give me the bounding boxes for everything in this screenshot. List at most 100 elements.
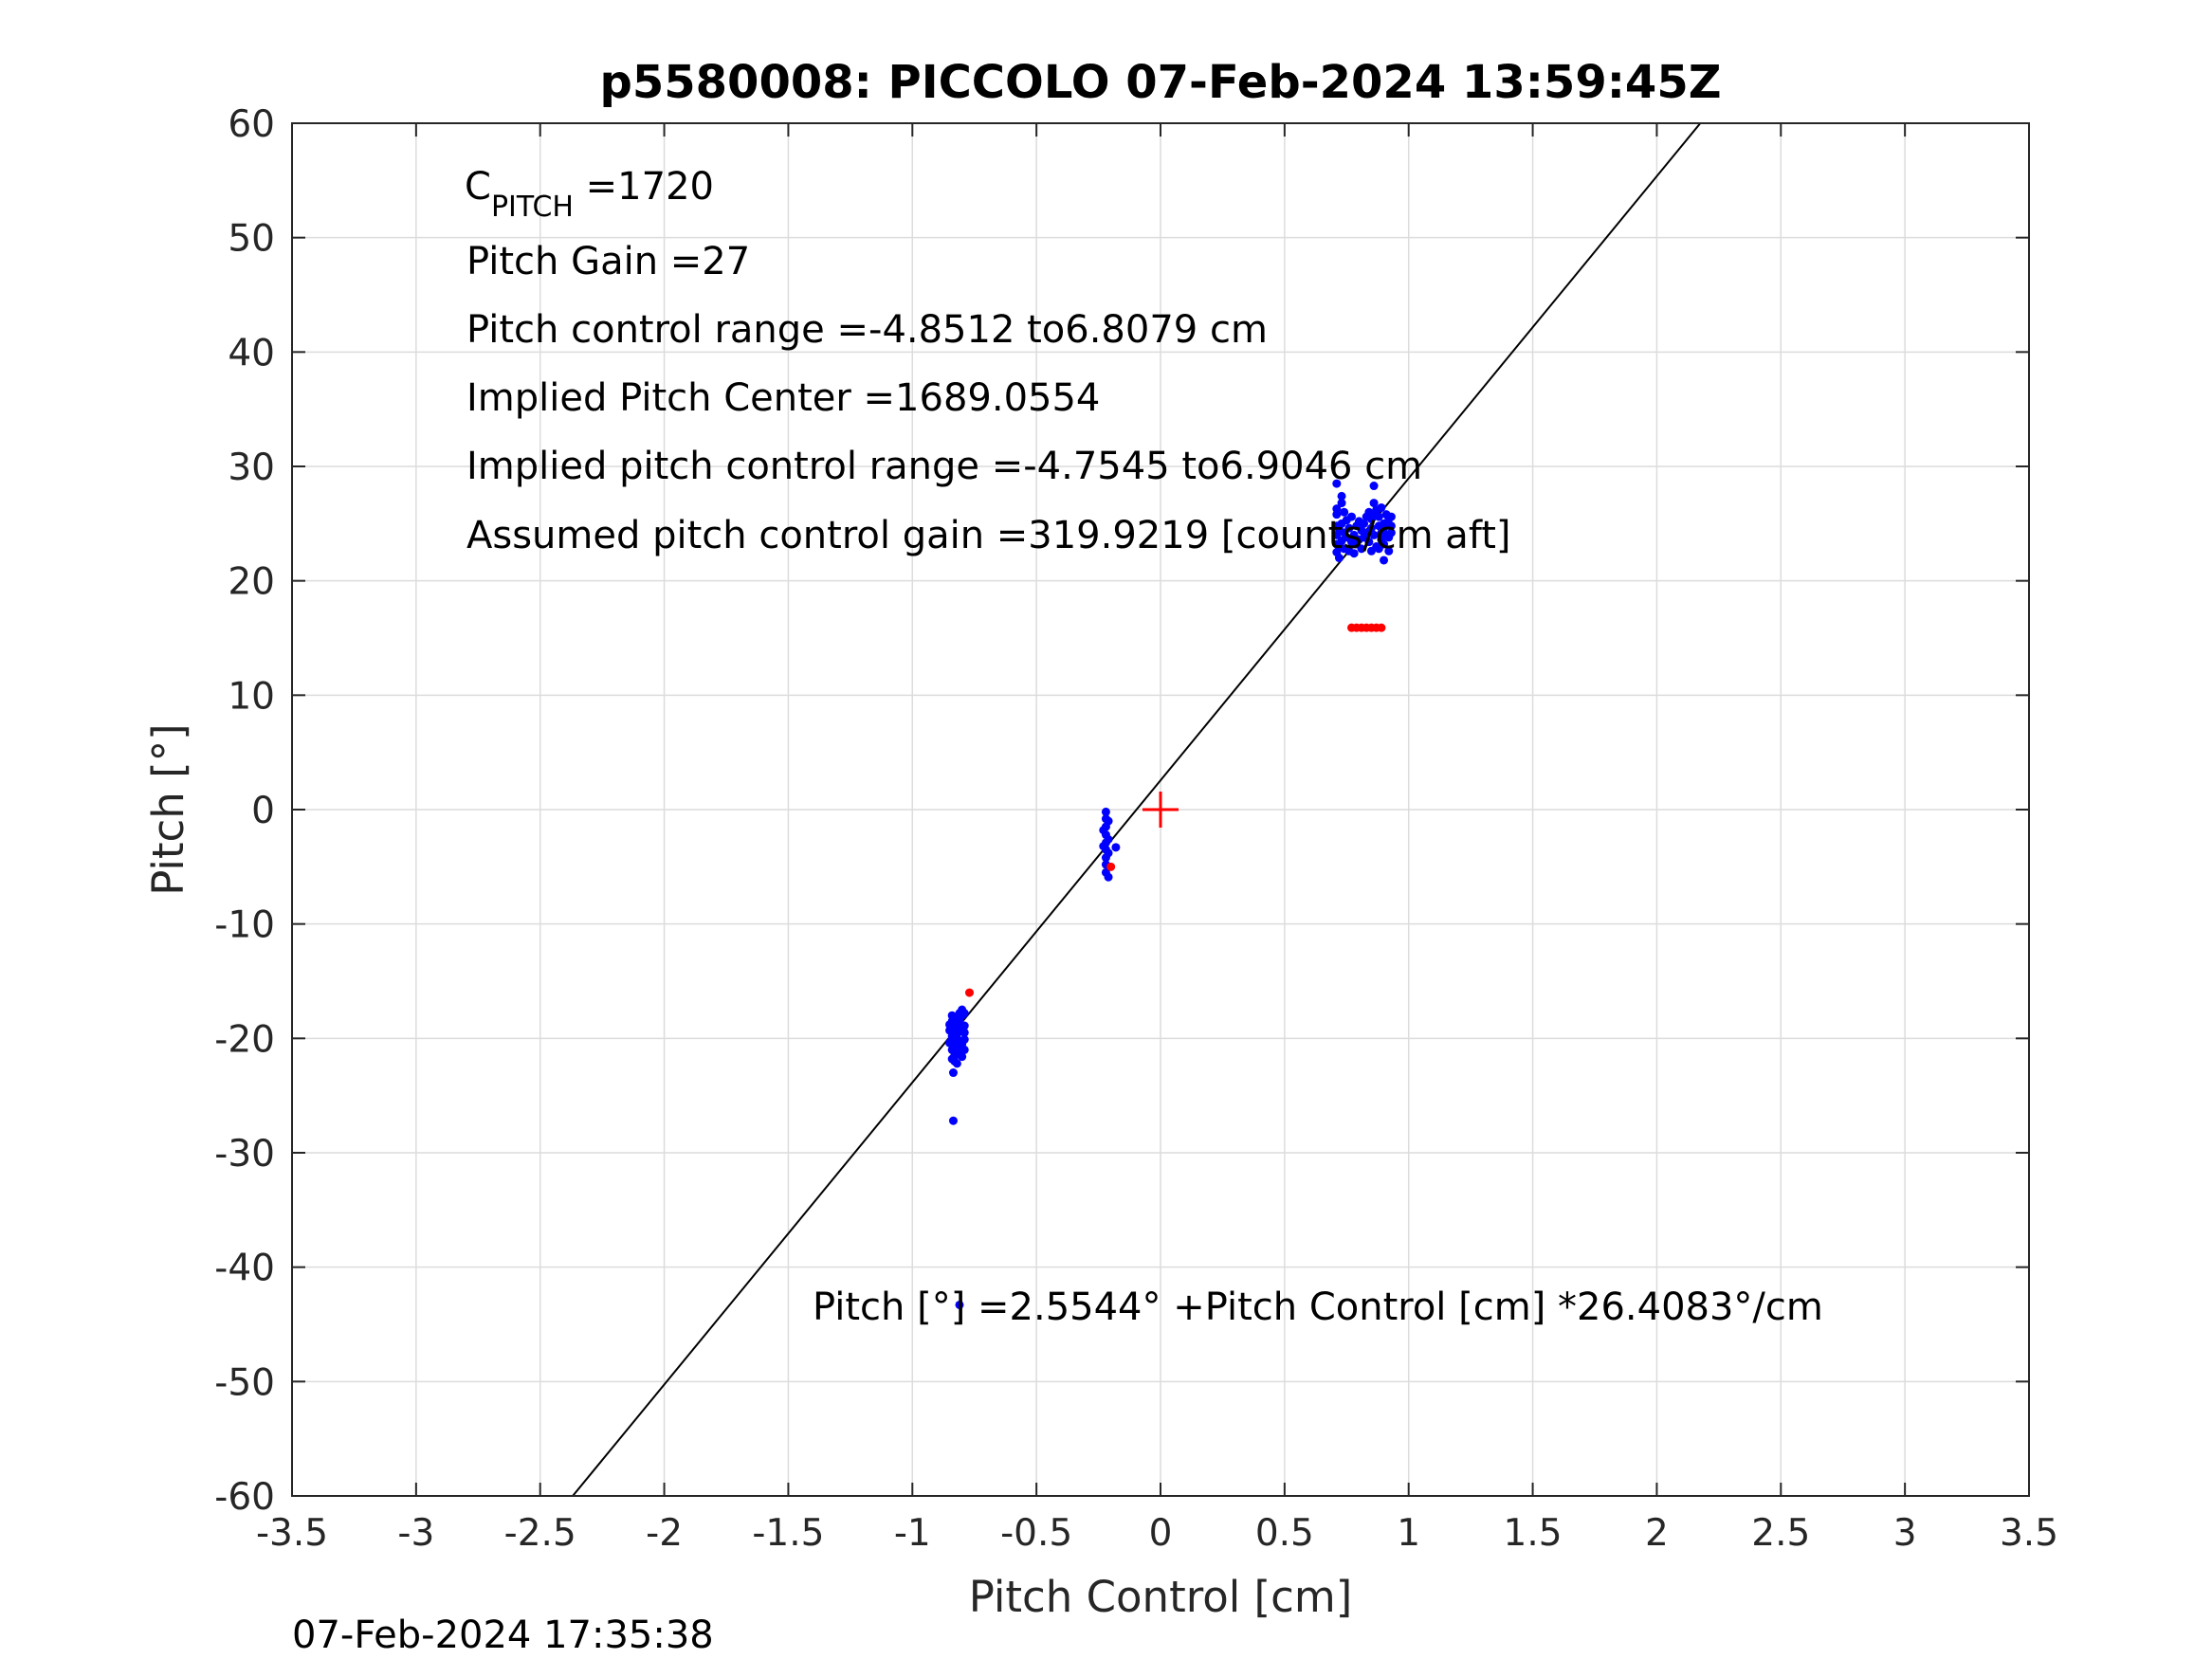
annotation-pitch-gain: Pitch Gain =27 bbox=[466, 240, 750, 283]
fit-line bbox=[572, 122, 1702, 1497]
good-point bbox=[1386, 512, 1396, 521]
good-point bbox=[1337, 499, 1346, 508]
good-point bbox=[1357, 544, 1366, 554]
good-point bbox=[1104, 872, 1113, 882]
x-tick-label: -1 bbox=[894, 1512, 931, 1555]
annotation-pitch-control-range: Pitch control range =-4.8512 to6.8079 cm bbox=[466, 308, 1268, 352]
good-point bbox=[1369, 530, 1379, 539]
good-point bbox=[1366, 523, 1376, 533]
good-point bbox=[1104, 848, 1113, 858]
grid bbox=[292, 123, 2029, 1496]
y-tick-label: -30 bbox=[214, 1133, 275, 1176]
good-point bbox=[960, 1009, 969, 1018]
good-point bbox=[1099, 826, 1108, 835]
x-tick-label: 2 bbox=[1645, 1512, 1669, 1555]
annotation-c-pitch-value: =1720 bbox=[574, 165, 714, 209]
good-point bbox=[1344, 523, 1354, 533]
x-tick-label: -0.5 bbox=[1000, 1512, 1072, 1555]
good-point bbox=[1334, 554, 1344, 563]
annotation-c-pitch-sub: PITCH bbox=[491, 191, 574, 224]
x-tick-label: 3.5 bbox=[2000, 1512, 2058, 1555]
good-point bbox=[1386, 528, 1396, 538]
good-point bbox=[1111, 843, 1121, 852]
good-point bbox=[1377, 502, 1386, 512]
center-marker-group bbox=[1143, 792, 1179, 828]
y-tick-label: 0 bbox=[251, 790, 275, 832]
annotation-c-pitch: CPITCH =1720 bbox=[465, 165, 714, 224]
plot-frame bbox=[291, 122, 2030, 1497]
x-tick-labels: -3.5 -3 -2.5 -2 -1.5 -1 -0.5 0 0.5 1 1.5 2 2.5 3 3.5 bbox=[256, 1512, 2058, 1555]
good-point bbox=[960, 1021, 969, 1030]
good-point bbox=[952, 1059, 961, 1068]
good-point bbox=[1104, 816, 1113, 826]
good-point bbox=[1104, 834, 1113, 844]
annotation-implied-pitch-center: Implied Pitch Center =1689.0554 bbox=[466, 376, 1100, 420]
good-point bbox=[960, 1028, 969, 1037]
good-point bbox=[1349, 549, 1359, 558]
y-tick-label: -10 bbox=[214, 904, 275, 947]
fit-line-group bbox=[572, 122, 1702, 1497]
x-tick-label: -2.5 bbox=[504, 1512, 576, 1555]
y-tick-label: 40 bbox=[228, 332, 275, 374]
y-tick-label: 30 bbox=[228, 447, 275, 489]
good-point bbox=[945, 1020, 955, 1030]
good-point bbox=[1337, 491, 1346, 501]
good-point bbox=[1332, 479, 1342, 488]
y-axis-label: Pitch [°] bbox=[143, 723, 193, 895]
annotation-assumed-gain: Assumed pitch control gain =319.9219 [co… bbox=[466, 514, 1510, 557]
y-tick-label: -60 bbox=[214, 1476, 275, 1519]
annotation-implied-pitch-control-range: Implied pitch control range =-4.7545 to6… bbox=[466, 445, 1422, 488]
good-point bbox=[1384, 546, 1394, 556]
good-point bbox=[1364, 538, 1374, 547]
x-tick-label: 0 bbox=[1149, 1512, 1173, 1555]
x-tick-label: 0.5 bbox=[1255, 1512, 1314, 1555]
bad-point bbox=[1106, 862, 1116, 871]
good-point bbox=[1340, 507, 1349, 517]
y-tick-label: 50 bbox=[228, 218, 275, 261]
x-tick-label: 2.5 bbox=[1751, 1512, 1810, 1555]
y-tick-label: 20 bbox=[228, 561, 275, 604]
y-tick-label: -20 bbox=[214, 1018, 275, 1061]
y-tick-labels: -60 -50 -40 -30 -20 -10 0 10 20 30 40 50 60 bbox=[214, 103, 275, 1519]
good-point bbox=[1360, 519, 1369, 528]
good-point bbox=[948, 1116, 958, 1125]
x-tick-label: -2 bbox=[646, 1512, 683, 1555]
good-point bbox=[1380, 556, 1389, 565]
good-point bbox=[1101, 807, 1110, 816]
good-point bbox=[1347, 512, 1357, 521]
annotation-fit-equation: Pitch [°] =2.5544° +Pitch Control [cm] *… bbox=[813, 1285, 1823, 1329]
data-points bbox=[945, 479, 1396, 1309]
good-point bbox=[1374, 512, 1383, 521]
bad-point bbox=[1377, 623, 1386, 632]
x-tick-label: 3 bbox=[1893, 1512, 1917, 1555]
x-tick-label: -3.5 bbox=[256, 1512, 328, 1555]
good-point bbox=[958, 1052, 967, 1062]
good-point bbox=[960, 1035, 969, 1045]
good-point bbox=[1369, 499, 1379, 508]
annotation-c-pitch-main: C bbox=[465, 165, 491, 209]
bad-point bbox=[964, 988, 974, 997]
x-tick-label: 1.5 bbox=[1504, 1512, 1563, 1555]
good-point bbox=[960, 1045, 969, 1054]
x-tick-label: -3 bbox=[397, 1512, 434, 1555]
y-tick-label: -50 bbox=[214, 1361, 275, 1404]
x-tick-label: 1 bbox=[1397, 1512, 1420, 1555]
y-tick-label: 60 bbox=[228, 103, 275, 146]
good-point bbox=[948, 1068, 958, 1078]
good-point bbox=[945, 1038, 955, 1048]
good-point bbox=[1364, 507, 1374, 517]
good-point bbox=[1386, 521, 1396, 531]
x-axis-label: Pitch Control [cm] bbox=[969, 1572, 1353, 1622]
good-point bbox=[1380, 539, 1389, 549]
good-point bbox=[1369, 482, 1379, 491]
y-tick-label: 10 bbox=[228, 675, 275, 718]
good-point bbox=[1332, 504, 1342, 514]
footer-timestamp: 07-Feb-2024 17:35:38 bbox=[292, 1613, 714, 1657]
chart-title: p5580008: PICCOLO 07-Feb-2024 13:59:45Z bbox=[599, 56, 1721, 109]
good-point bbox=[1380, 523, 1389, 533]
good-point bbox=[1099, 842, 1108, 851]
good-point bbox=[955, 1300, 964, 1309]
x-tick-label: -1.5 bbox=[752, 1512, 824, 1555]
y-tick-label: -40 bbox=[214, 1248, 275, 1290]
